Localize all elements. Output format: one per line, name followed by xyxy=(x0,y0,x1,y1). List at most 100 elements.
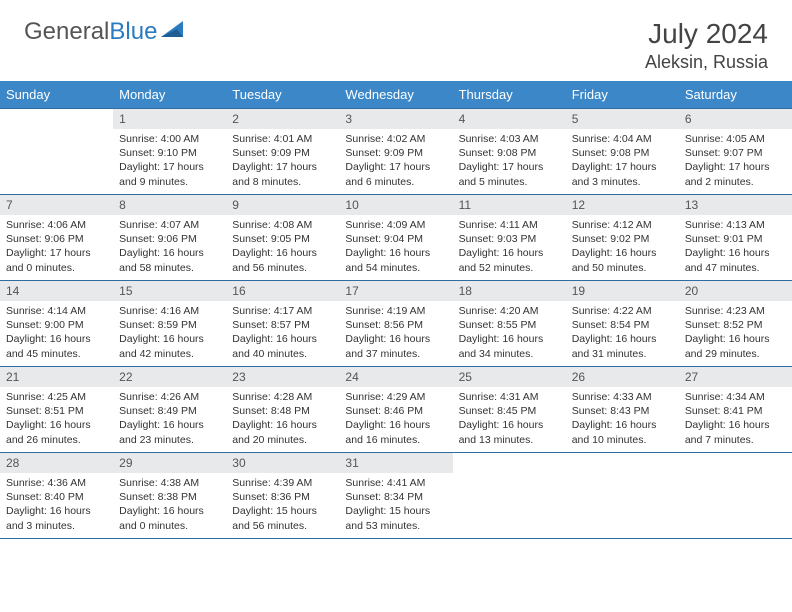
sunrise-line: Sunrise: 4:16 AM xyxy=(119,304,220,318)
calendar-week-row: 7Sunrise: 4:06 AMSunset: 9:06 PMDaylight… xyxy=(0,195,792,281)
daylight-line: Daylight: 16 hours and 26 minutes. xyxy=(6,418,107,446)
day-number: 10 xyxy=(339,195,452,215)
day-number: 17 xyxy=(339,281,452,301)
daylight-line: Daylight: 16 hours and 10 minutes. xyxy=(572,418,673,446)
sunrise-line: Sunrise: 4:01 AM xyxy=(232,132,333,146)
day-number: 7 xyxy=(0,195,113,215)
sunset-line: Sunset: 8:49 PM xyxy=(119,404,220,418)
day-number: 16 xyxy=(226,281,339,301)
calendar-day-cell: 31Sunrise: 4:41 AMSunset: 8:34 PMDayligh… xyxy=(339,453,452,539)
day-number: 28 xyxy=(0,453,113,473)
calendar-day-cell: 24Sunrise: 4:29 AMSunset: 8:46 PMDayligh… xyxy=(339,367,452,453)
header: GeneralBlue July 2024 Aleksin, Russia xyxy=(0,0,792,81)
day-content: Sunrise: 4:00 AMSunset: 9:10 PMDaylight:… xyxy=(113,129,226,193)
daylight-line: Daylight: 16 hours and 29 minutes. xyxy=(685,332,786,360)
sunset-line: Sunset: 9:09 PM xyxy=(345,146,446,160)
day-number: 26 xyxy=(566,367,679,387)
sunset-line: Sunset: 9:06 PM xyxy=(119,232,220,246)
daylight-line: Daylight: 16 hours and 37 minutes. xyxy=(345,332,446,360)
calendar-day-cell: 5Sunrise: 4:04 AMSunset: 9:08 PMDaylight… xyxy=(566,109,679,195)
sunrise-line: Sunrise: 4:19 AM xyxy=(345,304,446,318)
brand-part2: Blue xyxy=(109,18,157,45)
day-content: Sunrise: 4:26 AMSunset: 8:49 PMDaylight:… xyxy=(113,387,226,451)
day-number: 19 xyxy=(566,281,679,301)
daylight-line: Daylight: 17 hours and 5 minutes. xyxy=(459,160,560,188)
day-content: Sunrise: 4:38 AMSunset: 8:38 PMDaylight:… xyxy=(113,473,226,537)
calendar-week-row: 21Sunrise: 4:25 AMSunset: 8:51 PMDayligh… xyxy=(0,367,792,453)
sunrise-line: Sunrise: 4:02 AM xyxy=(345,132,446,146)
sunset-line: Sunset: 8:57 PM xyxy=(232,318,333,332)
calendar-day-cell: 21Sunrise: 4:25 AMSunset: 8:51 PMDayligh… xyxy=(0,367,113,453)
calendar-day-cell: 17Sunrise: 4:19 AMSunset: 8:56 PMDayligh… xyxy=(339,281,452,367)
day-content: Sunrise: 4:11 AMSunset: 9:03 PMDaylight:… xyxy=(453,215,566,279)
daylight-line: Daylight: 16 hours and 16 minutes. xyxy=(345,418,446,446)
sunrise-line: Sunrise: 4:20 AM xyxy=(459,304,560,318)
day-number: 12 xyxy=(566,195,679,215)
daylight-line: Daylight: 17 hours and 0 minutes. xyxy=(6,246,107,274)
sunrise-line: Sunrise: 4:09 AM xyxy=(345,218,446,232)
day-content: Sunrise: 4:31 AMSunset: 8:45 PMDaylight:… xyxy=(453,387,566,451)
calendar-week-row: 14Sunrise: 4:14 AMSunset: 9:00 PMDayligh… xyxy=(0,281,792,367)
day-content: Sunrise: 4:07 AMSunset: 9:06 PMDaylight:… xyxy=(113,215,226,279)
daylight-line: Daylight: 16 hours and 0 minutes. xyxy=(119,504,220,532)
sunset-line: Sunset: 9:01 PM xyxy=(685,232,786,246)
sunset-line: Sunset: 9:00 PM xyxy=(6,318,107,332)
sunrise-line: Sunrise: 4:34 AM xyxy=(685,390,786,404)
daylight-line: Daylight: 16 hours and 20 minutes. xyxy=(232,418,333,446)
day-number: 24 xyxy=(339,367,452,387)
weekday-header: Friday xyxy=(566,81,679,109)
daylight-line: Daylight: 16 hours and 31 minutes. xyxy=(572,332,673,360)
sunset-line: Sunset: 9:10 PM xyxy=(119,146,220,160)
calendar-empty-cell xyxy=(679,453,792,539)
calendar-empty-cell xyxy=(0,109,113,195)
day-content: Sunrise: 4:33 AMSunset: 8:43 PMDaylight:… xyxy=(566,387,679,451)
sunset-line: Sunset: 8:54 PM xyxy=(572,318,673,332)
daylight-line: Daylight: 17 hours and 2 minutes. xyxy=(685,160,786,188)
day-number: 4 xyxy=(453,109,566,129)
day-content: Sunrise: 4:04 AMSunset: 9:08 PMDaylight:… xyxy=(566,129,679,193)
daylight-line: Daylight: 16 hours and 13 minutes. xyxy=(459,418,560,446)
day-content: Sunrise: 4:02 AMSunset: 9:09 PMDaylight:… xyxy=(339,129,452,193)
daylight-line: Daylight: 15 hours and 56 minutes. xyxy=(232,504,333,532)
day-content: Sunrise: 4:13 AMSunset: 9:01 PMDaylight:… xyxy=(679,215,792,279)
daylight-line: Daylight: 17 hours and 8 minutes. xyxy=(232,160,333,188)
calendar-day-cell: 11Sunrise: 4:11 AMSunset: 9:03 PMDayligh… xyxy=(453,195,566,281)
daylight-line: Daylight: 16 hours and 45 minutes. xyxy=(6,332,107,360)
day-content: Sunrise: 4:22 AMSunset: 8:54 PMDaylight:… xyxy=(566,301,679,365)
sunset-line: Sunset: 8:38 PM xyxy=(119,490,220,504)
sunset-line: Sunset: 8:45 PM xyxy=(459,404,560,418)
calendar-day-cell: 16Sunrise: 4:17 AMSunset: 8:57 PMDayligh… xyxy=(226,281,339,367)
sunset-line: Sunset: 9:02 PM xyxy=(572,232,673,246)
daylight-line: Daylight: 16 hours and 56 minutes. xyxy=(232,246,333,274)
day-content: Sunrise: 4:39 AMSunset: 8:36 PMDaylight:… xyxy=(226,473,339,537)
sunset-line: Sunset: 8:36 PM xyxy=(232,490,333,504)
calendar-day-cell: 26Sunrise: 4:33 AMSunset: 8:43 PMDayligh… xyxy=(566,367,679,453)
day-content: Sunrise: 4:03 AMSunset: 9:08 PMDaylight:… xyxy=(453,129,566,193)
daylight-line: Daylight: 16 hours and 47 minutes. xyxy=(685,246,786,274)
day-content: Sunrise: 4:06 AMSunset: 9:06 PMDaylight:… xyxy=(0,215,113,279)
day-number: 13 xyxy=(679,195,792,215)
title-block: July 2024 Aleksin, Russia xyxy=(645,18,768,73)
weekday-header: Thursday xyxy=(453,81,566,109)
sunset-line: Sunset: 8:43 PM xyxy=(572,404,673,418)
sunrise-line: Sunrise: 4:25 AM xyxy=(6,390,107,404)
weekday-header-row: SundayMondayTuesdayWednesdayThursdayFrid… xyxy=(0,81,792,109)
sunset-line: Sunset: 9:04 PM xyxy=(345,232,446,246)
calendar-day-cell: 14Sunrise: 4:14 AMSunset: 9:00 PMDayligh… xyxy=(0,281,113,367)
sunrise-line: Sunrise: 4:13 AM xyxy=(685,218,786,232)
calendar-day-cell: 12Sunrise: 4:12 AMSunset: 9:02 PMDayligh… xyxy=(566,195,679,281)
day-content: Sunrise: 4:20 AMSunset: 8:55 PMDaylight:… xyxy=(453,301,566,365)
location: Aleksin, Russia xyxy=(645,52,768,73)
calendar-day-cell: 3Sunrise: 4:02 AMSunset: 9:09 PMDaylight… xyxy=(339,109,452,195)
calendar-day-cell: 7Sunrise: 4:06 AMSunset: 9:06 PMDaylight… xyxy=(0,195,113,281)
calendar-body: 1Sunrise: 4:00 AMSunset: 9:10 PMDaylight… xyxy=(0,109,792,539)
day-number: 5 xyxy=(566,109,679,129)
sunset-line: Sunset: 9:05 PM xyxy=(232,232,333,246)
daylight-line: Daylight: 16 hours and 58 minutes. xyxy=(119,246,220,274)
calendar-day-cell: 1Sunrise: 4:00 AMSunset: 9:10 PMDaylight… xyxy=(113,109,226,195)
day-content: Sunrise: 4:01 AMSunset: 9:09 PMDaylight:… xyxy=(226,129,339,193)
day-content: Sunrise: 4:16 AMSunset: 8:59 PMDaylight:… xyxy=(113,301,226,365)
sunrise-line: Sunrise: 4:39 AM xyxy=(232,476,333,490)
sunrise-line: Sunrise: 4:04 AM xyxy=(572,132,673,146)
sunset-line: Sunset: 8:55 PM xyxy=(459,318,560,332)
